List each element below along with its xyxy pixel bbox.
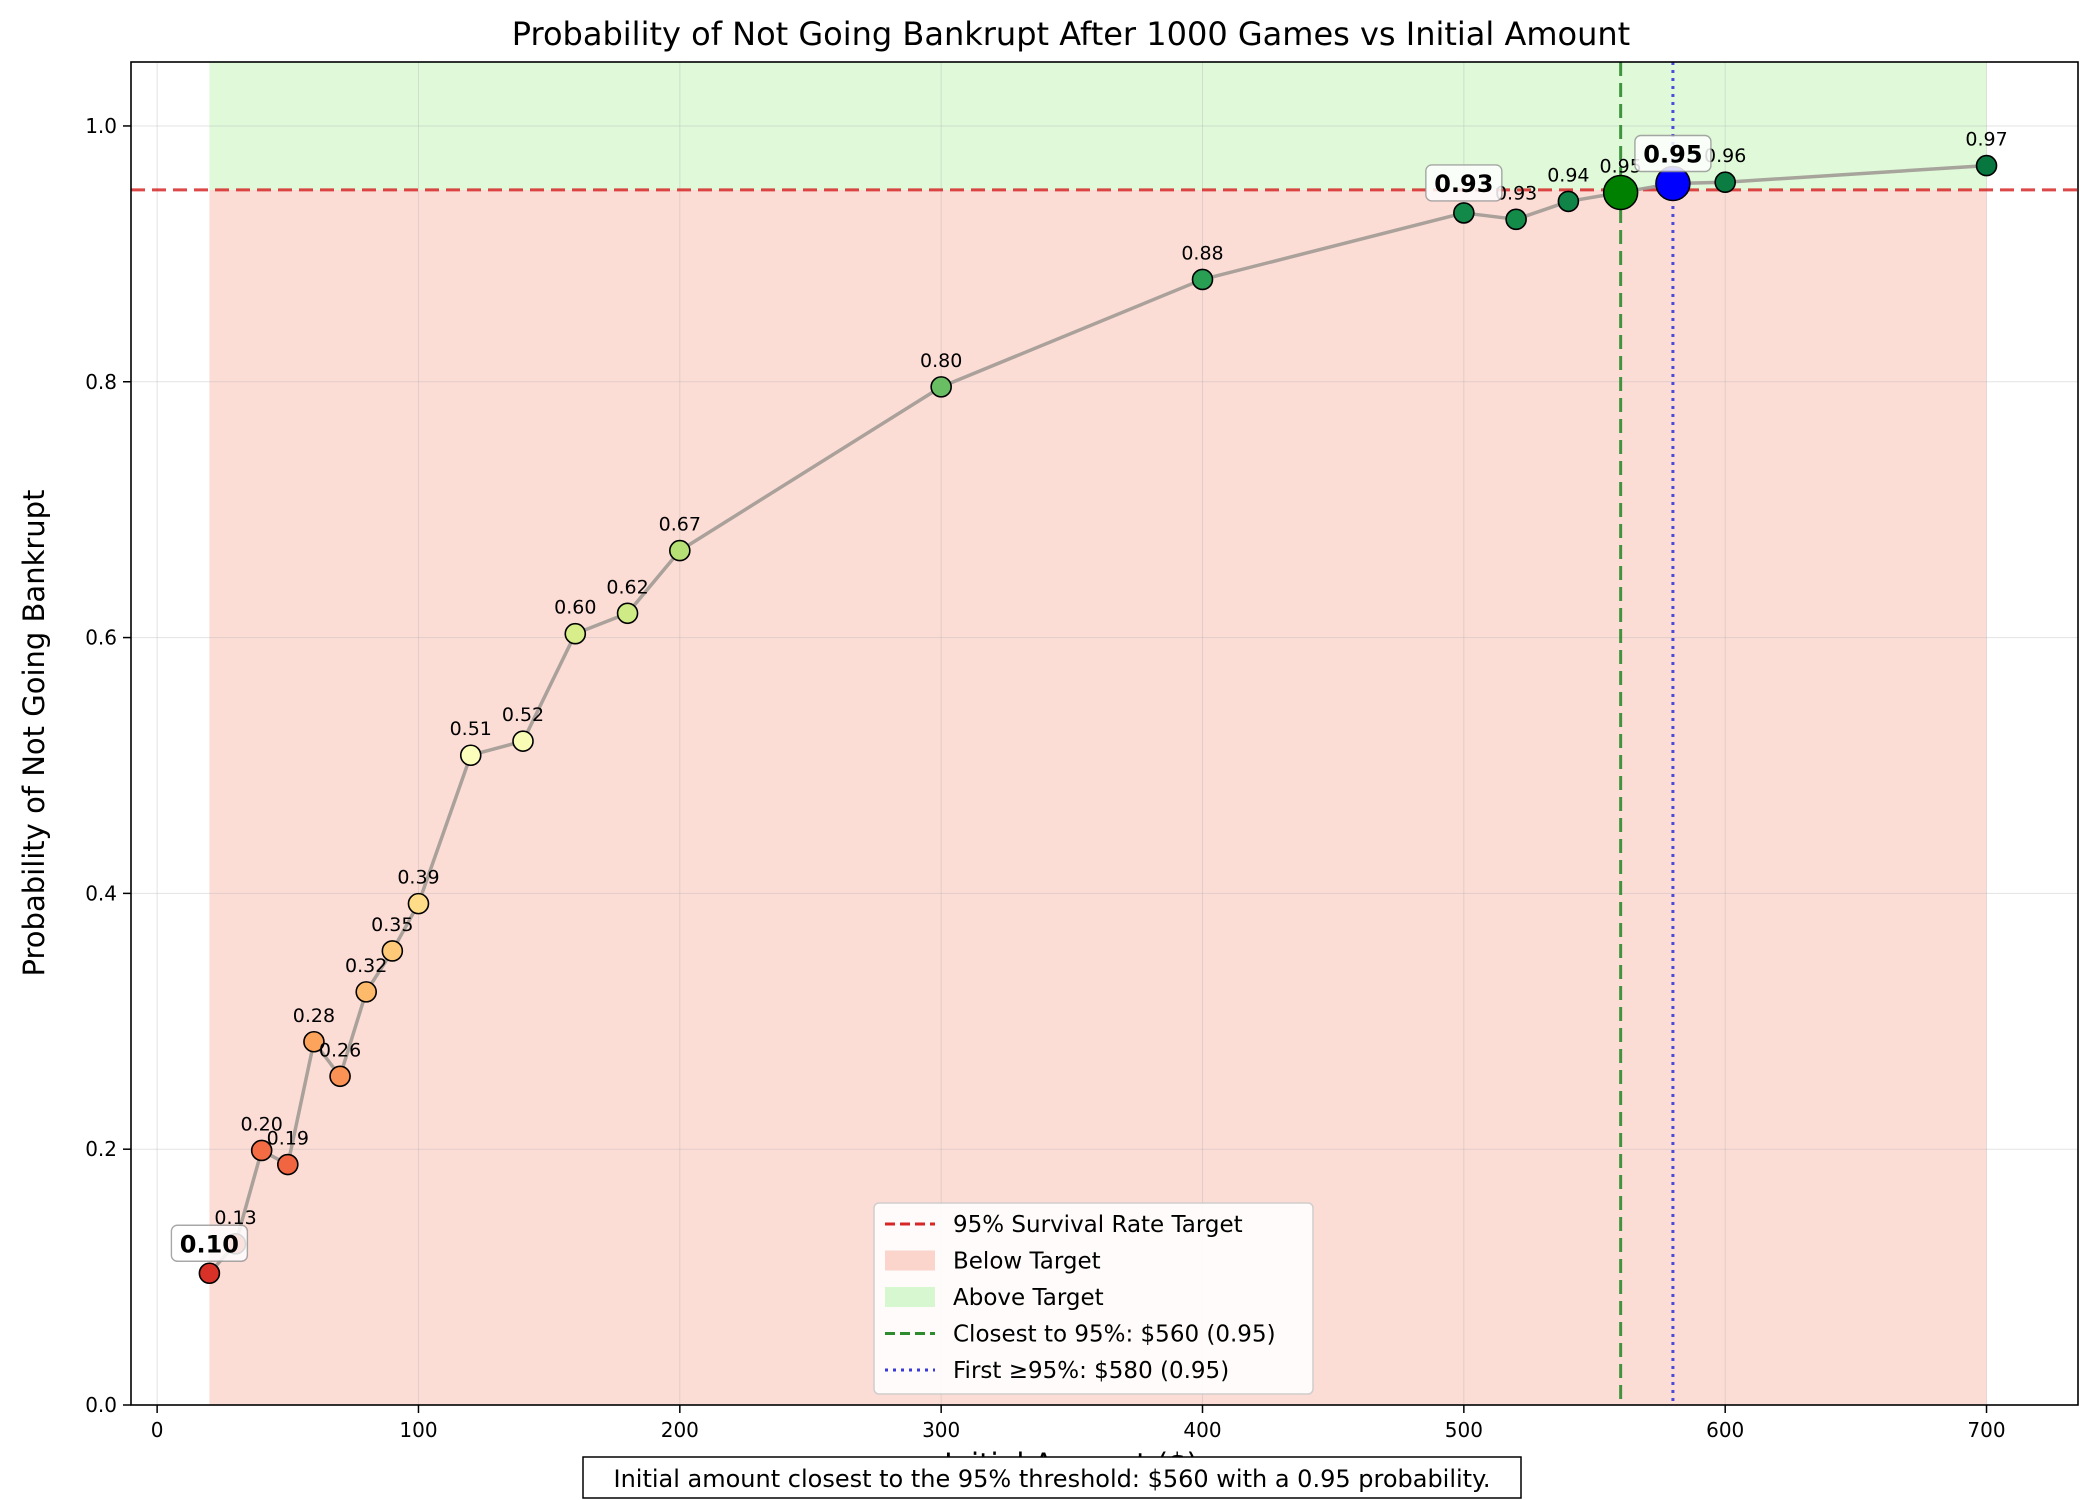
data-label: 0.28 bbox=[293, 1005, 335, 1027]
data-point bbox=[355, 981, 378, 1003]
y-tick-label: 0.0 bbox=[85, 1393, 117, 1417]
data-point bbox=[564, 622, 587, 645]
y-tick-label: 0.8 bbox=[85, 370, 117, 394]
data-point bbox=[303, 1030, 325, 1053]
data-label: 0.19 bbox=[267, 1128, 309, 1150]
highlight-label-box bbox=[1634, 134, 1712, 173]
data-label: 0.39 bbox=[397, 867, 439, 889]
footer-note-box: Initial amount closest to the 95% thresh… bbox=[582, 1456, 1522, 1499]
data-point bbox=[616, 602, 639, 625]
data-label: 0.62 bbox=[606, 576, 648, 598]
data-label: 0.96 bbox=[1704, 145, 1746, 167]
highlight-label: 0.93 bbox=[1434, 170, 1493, 198]
axis-ticks: 0 100 200 300 400 500 600 700 0.0 0.2 0.4 0.6 0.8 1.0 bbox=[85, 114, 2005, 1442]
x-tick-label: 0 bbox=[151, 1418, 164, 1442]
data-label: 0.13 bbox=[214, 1207, 256, 1229]
x-tick-label: 400 bbox=[1183, 1418, 1221, 1442]
highlight-label-box bbox=[170, 1224, 249, 1262]
y-tick-label: 0.6 bbox=[85, 626, 117, 650]
plot-frame bbox=[130, 61, 2079, 1406]
footer-note: Initial amount closest to the 95% thresh… bbox=[614, 1465, 1491, 1493]
data-label: 0.94 bbox=[1547, 164, 1589, 186]
data-point bbox=[1191, 268, 1214, 291]
legend-swatch-below bbox=[885, 1250, 935, 1271]
x-tick-label: 500 bbox=[1445, 1418, 1483, 1442]
reference-lines bbox=[131, 62, 2078, 1405]
legend-label-below: Below Target bbox=[953, 1249, 1101, 1275]
x-tick-label: 300 bbox=[922, 1418, 960, 1442]
data-point bbox=[669, 539, 691, 562]
data-label: 0.51 bbox=[450, 718, 492, 740]
y-tick-label: 0.2 bbox=[85, 1137, 117, 1161]
data-label: 0.93 bbox=[1495, 182, 1537, 204]
data-label: 0.80 bbox=[920, 350, 962, 372]
x-tick-label: 600 bbox=[1706, 1418, 1744, 1442]
closest-point-marker bbox=[1602, 174, 1639, 211]
data-label: 0.97 bbox=[1965, 129, 2007, 151]
legend-box bbox=[873, 1202, 1314, 1395]
data-label: 0.88 bbox=[1181, 242, 1223, 264]
x-tick-label: 200 bbox=[661, 1418, 699, 1442]
legend: 95% Survival Rate Target Below Target Abov… bbox=[873, 1202, 1314, 1395]
data-label: 0.32 bbox=[345, 955, 387, 977]
data-point bbox=[1505, 208, 1527, 231]
data-point bbox=[198, 1262, 221, 1285]
data-label: 0.35 bbox=[371, 914, 413, 936]
highlight-label-box bbox=[1425, 164, 1503, 202]
data-point bbox=[1453, 202, 1475, 224]
data-label: 0.67 bbox=[659, 514, 701, 536]
data-point bbox=[930, 376, 952, 398]
legend-label-first: First ≥95%: $580 (0.95) bbox=[953, 1358, 1229, 1384]
data-label: 0.20 bbox=[241, 1113, 283, 1135]
data-series: 0.13 0.200.19 0.28 0.26 0.32 0.35 0.39 0.51 0.52… bbox=[170, 129, 2008, 1285]
legend-label-target: 95% Survival Rate Target bbox=[953, 1212, 1243, 1238]
legend-swatch-above bbox=[885, 1287, 935, 1307]
data-point bbox=[381, 940, 404, 962]
data-point bbox=[250, 1139, 273, 1162]
y-tick-label: 0.4 bbox=[85, 881, 117, 905]
legend-label-closest: Closest to 95%: $560 (0.95) bbox=[953, 1322, 1276, 1348]
data-label: 0.52 bbox=[502, 704, 544, 726]
y-axis-label: Probability of Not Going Bankrupt bbox=[17, 490, 51, 977]
data-point bbox=[277, 1153, 299, 1176]
data-label: 0.95 bbox=[1599, 155, 1641, 177]
highlight-label: 0.95 bbox=[1643, 141, 1702, 169]
data-point bbox=[1714, 171, 1736, 194]
x-tick-label: 100 bbox=[399, 1418, 437, 1442]
data-point bbox=[512, 730, 534, 752]
chart-title: Probability of Not Going Bankrupt After … bbox=[512, 15, 1630, 53]
data-point bbox=[1975, 154, 1998, 177]
x-tick-label: 700 bbox=[1967, 1418, 2005, 1442]
data-label: 0.60 bbox=[554, 597, 596, 619]
y-tick-label: 1.0 bbox=[85, 114, 117, 138]
data-point bbox=[407, 892, 430, 915]
data-label: 0.26 bbox=[319, 1039, 361, 1061]
data-point bbox=[1557, 190, 1580, 213]
highlight-label: 0.10 bbox=[180, 1230, 239, 1258]
data-point bbox=[329, 1065, 351, 1088]
data-point bbox=[459, 744, 482, 767]
legend-label-above: Above Target bbox=[953, 1285, 1104, 1311]
